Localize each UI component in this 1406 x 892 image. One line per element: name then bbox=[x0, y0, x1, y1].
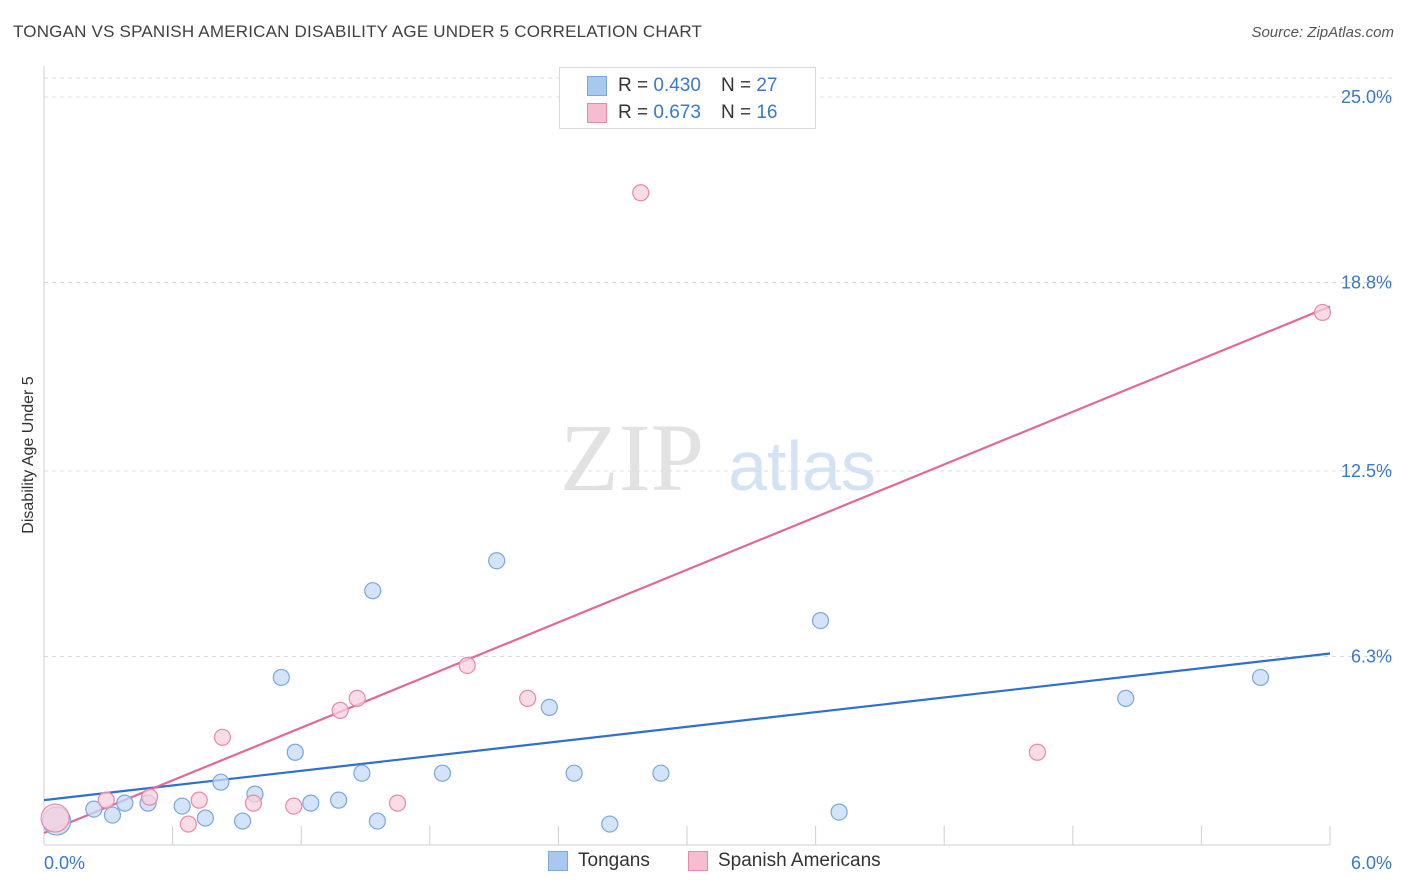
data-points bbox=[40, 184, 1332, 836]
legend-r-value: 0.673 bbox=[653, 102, 701, 123]
data-point-tongans bbox=[811, 611, 830, 630]
source-label: Source: ZipAtlas.com bbox=[1251, 24, 1394, 41]
data-point-spanish-americans bbox=[632, 184, 650, 202]
watermark-zip: ZIP bbox=[560, 404, 704, 511]
data-point-spanish-americans bbox=[348, 689, 366, 707]
data-point-spanish-americans bbox=[97, 791, 115, 809]
data-point-tongans bbox=[565, 764, 583, 782]
data-point-spanish-americans bbox=[1313, 303, 1332, 322]
chart-title: TONGAN VS SPANISH AMERICAN DISABILITY AG… bbox=[13, 22, 703, 41]
data-point-spanish-americans bbox=[519, 689, 537, 707]
data-point-tongans bbox=[652, 764, 670, 782]
legend-item-spanish-americans: Spanish Americans bbox=[688, 850, 881, 872]
data-point-spanish-americans bbox=[285, 797, 303, 815]
y-tick-label: 25.0% bbox=[1341, 87, 1392, 107]
legend-row-tongans: R = 0.430 N = 27 bbox=[618, 73, 777, 99]
x-tick-label: 0.0% bbox=[44, 853, 85, 873]
data-point-tongans bbox=[272, 668, 290, 687]
legend-n-label: N = bbox=[720, 75, 752, 96]
watermark: ZIP atlas bbox=[560, 404, 876, 511]
trend-lines bbox=[43, 305, 1331, 835]
data-point-tongans bbox=[1117, 689, 1135, 707]
legend-row-spanish-americans: R = 0.673 N = 16 bbox=[618, 100, 777, 126]
data-point-tongans bbox=[364, 582, 382, 600]
y-tick-label: 6.3% bbox=[1351, 647, 1392, 667]
data-point-tongans bbox=[433, 764, 452, 782]
legend-r-label: R = bbox=[618, 102, 649, 123]
legend-n-label: N = bbox=[720, 102, 752, 123]
data-point-tongans bbox=[830, 803, 848, 821]
data-point-tongans bbox=[212, 773, 230, 791]
y-axis-label: Disability Age Under 5 bbox=[20, 376, 37, 534]
legend-label-spanish-americans: Spanish Americans bbox=[718, 850, 881, 871]
data-point-tongans bbox=[368, 812, 386, 830]
legend-r-value: 0.430 bbox=[653, 75, 701, 96]
data-point-spanish-americans bbox=[388, 794, 407, 812]
data-point-tongans bbox=[353, 764, 371, 782]
data-point-spanish-americans bbox=[244, 794, 263, 812]
data-point-spanish-americans bbox=[40, 803, 70, 833]
legend-label-tongans: Tongans bbox=[578, 850, 650, 871]
data-point-spanish-americans bbox=[179, 815, 197, 833]
y-tick-label: 12.5% bbox=[1341, 461, 1392, 481]
data-point-tongans bbox=[173, 797, 191, 815]
watermark-atlas: atlas bbox=[728, 427, 876, 505]
data-point-tongans bbox=[302, 794, 320, 812]
data-point-tongans bbox=[196, 809, 214, 827]
legend-swatch-spanish-americans bbox=[688, 851, 708, 871]
data-point-tongans bbox=[85, 800, 103, 818]
data-point-spanish-americans bbox=[213, 728, 232, 746]
legend-swatch-spanish-americans bbox=[587, 103, 607, 123]
data-point-tongans bbox=[488, 552, 506, 570]
legend-item-tongans: Tongans bbox=[548, 850, 650, 872]
data-point-tongans bbox=[1251, 668, 1270, 687]
trend-line-tongans bbox=[43, 652, 1331, 802]
x-tick-label: 6.0% bbox=[1351, 853, 1392, 873]
data-point-tongans bbox=[286, 743, 304, 761]
legend-swatch-tongans bbox=[548, 851, 568, 871]
data-point-tongans bbox=[601, 815, 619, 833]
legend-r-label: R = bbox=[618, 75, 649, 96]
y-tick-label: 18.8% bbox=[1341, 273, 1392, 293]
data-point-tongans bbox=[233, 812, 252, 830]
data-point-tongans bbox=[103, 806, 122, 824]
legend-n-value: 27 bbox=[756, 75, 778, 96]
data-point-tongans bbox=[330, 791, 348, 809]
data-point-spanish-americans bbox=[458, 656, 476, 675]
axes bbox=[43, 66, 1331, 846]
correlation-legend: R = 0.430 N = 27 R = 0.673 N = 16 bbox=[559, 67, 816, 129]
data-point-tongans bbox=[540, 698, 558, 716]
data-point-spanish-americans bbox=[331, 701, 349, 719]
grid bbox=[44, 77, 1392, 658]
data-point-spanish-americans bbox=[1028, 743, 1047, 761]
legend-swatch-tongans bbox=[587, 76, 607, 96]
data-point-spanish-americans bbox=[141, 788, 159, 806]
trend-line-spanish-americans bbox=[43, 305, 1331, 835]
tick-labels: 6.3% 12.5% 18.8% 25.0% 0.0% 6.0% bbox=[44, 87, 1392, 873]
data-point-spanish-americans bbox=[190, 791, 208, 809]
data-point-tongans bbox=[116, 794, 134, 812]
series-legend: Tongans Spanish Americans bbox=[0, 850, 1406, 880]
legend-n-value: 16 bbox=[756, 102, 778, 123]
